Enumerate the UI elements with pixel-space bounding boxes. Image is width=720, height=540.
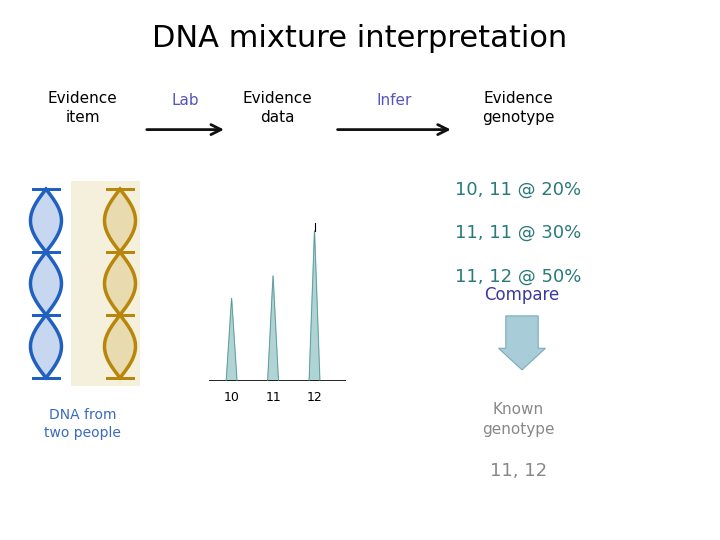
Polygon shape — [226, 298, 237, 381]
Text: Evidence
item: Evidence item — [48, 91, 117, 125]
Text: Infer: Infer — [377, 93, 412, 108]
Text: 11: 11 — [265, 391, 281, 404]
FancyArrow shape — [498, 316, 546, 370]
Text: DNA from
two people: DNA from two people — [45, 408, 121, 440]
Text: Lab: Lab — [171, 93, 199, 108]
Text: 10: 10 — [224, 391, 240, 404]
Text: 11, 12 @ 50%: 11, 12 @ 50% — [455, 267, 582, 285]
Text: Evidence
data: Evidence data — [243, 91, 312, 125]
Text: Evidence
genotype: Evidence genotype — [482, 91, 554, 125]
Text: 12: 12 — [307, 391, 323, 404]
Text: Compare: Compare — [485, 286, 559, 304]
Polygon shape — [268, 276, 279, 381]
Text: Known
genotype: Known genotype — [482, 402, 554, 437]
Text: DNA mixture interpretation: DNA mixture interpretation — [153, 24, 567, 53]
Text: 11, 12: 11, 12 — [490, 462, 547, 480]
Text: 11, 11 @ 30%: 11, 11 @ 30% — [455, 224, 582, 242]
FancyBboxPatch shape — [71, 181, 140, 386]
Polygon shape — [309, 231, 320, 381]
Text: 10, 11 @ 20%: 10, 11 @ 20% — [455, 181, 582, 199]
